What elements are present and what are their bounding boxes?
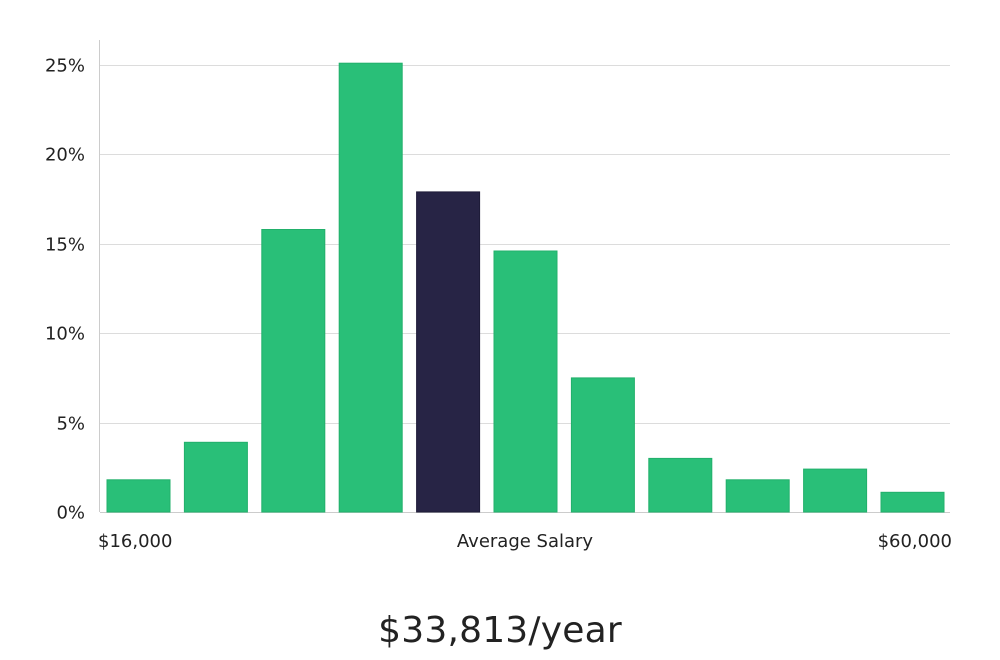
- y-tick-label: 5%: [56, 414, 85, 435]
- y-axis-ticks: 0% 5% 10% 15% 20% 25%: [45, 56, 85, 524]
- bar: [803, 468, 868, 513]
- bar: [338, 62, 403, 513]
- bar: [880, 491, 945, 513]
- bar: [261, 229, 326, 513]
- bars: [106, 62, 945, 513]
- bar: [570, 377, 635, 513]
- x-label-center: Average Salary: [457, 531, 594, 552]
- y-tick-label: 0%: [56, 503, 85, 524]
- bar: [493, 250, 558, 513]
- y-tick-label: 25%: [45, 56, 85, 77]
- y-tick-label: 15%: [45, 235, 85, 256]
- bar: [183, 441, 248, 513]
- bar: [648, 457, 713, 513]
- y-tick-label: 10%: [45, 324, 85, 345]
- bar: [106, 479, 171, 513]
- salary-histogram: 0%5%10%15%20%25% $16,000 Average Salary …: [45, 40, 952, 552]
- y-tick-label: 20%: [45, 145, 85, 166]
- average-salary-caption: $33,813/year: [378, 610, 622, 651]
- bar: [725, 479, 790, 513]
- x-label-min: $16,000: [98, 531, 172, 552]
- x-label-max: $60,000: [878, 531, 952, 552]
- bar-average-salary: [416, 191, 481, 513]
